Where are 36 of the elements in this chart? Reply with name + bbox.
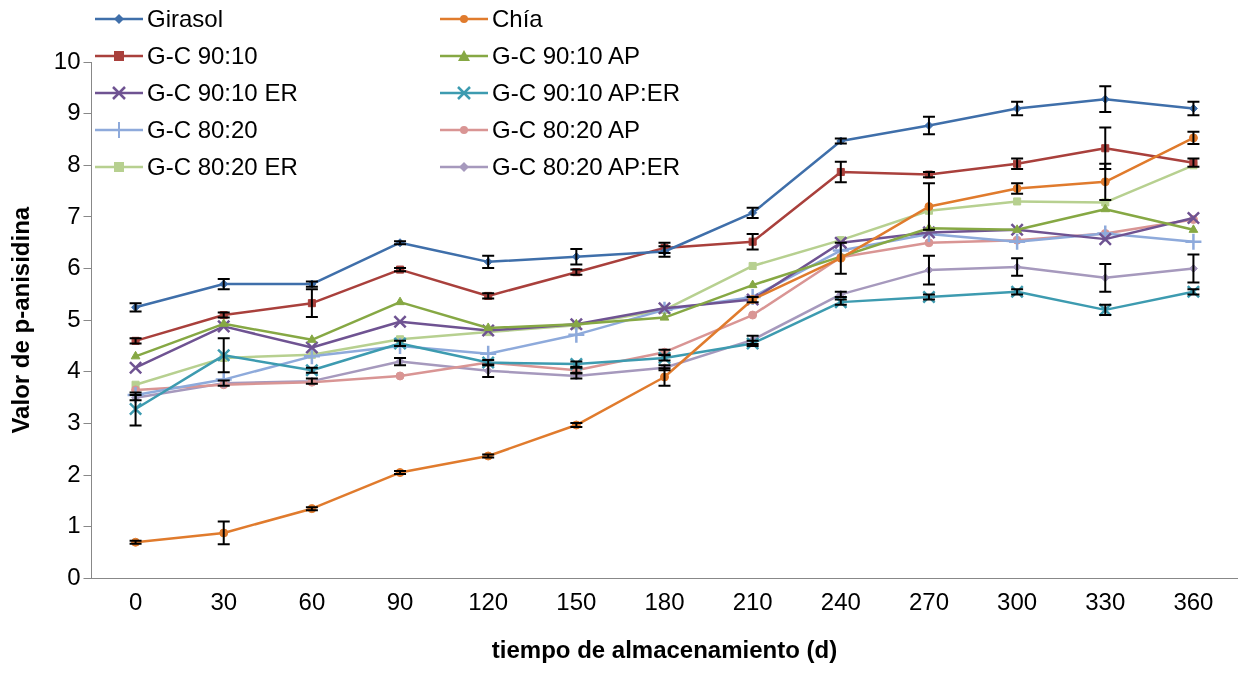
y-tick-label: 2	[67, 459, 81, 487]
x-tick-label: 150	[556, 588, 597, 616]
y-tick-label: 6	[67, 253, 81, 281]
x-tick-label: 60	[298, 588, 326, 616]
y-axis-title: Valor de p-anisidina	[7, 206, 35, 434]
legend-label: G-C 80:20 AP:ER	[492, 152, 681, 181]
y-tick-label: 8	[67, 149, 81, 177]
x-tick-label: 210	[732, 588, 773, 616]
x-tick-label: 90	[386, 588, 414, 616]
y-tick-label: 4	[67, 356, 81, 384]
y-tick-label: 7	[67, 201, 81, 229]
x-axis-title: tiempo de almacenamiento (d)	[491, 636, 838, 664]
y-tick-label: 10	[53, 46, 81, 74]
legend-label: G-C 90:10 ER	[147, 78, 298, 107]
y-tick-label: 3	[67, 408, 81, 436]
x-tick-label: 240	[820, 588, 861, 616]
legend-label: G-C 90:10	[147, 41, 258, 70]
x-tick-label: 180	[644, 588, 685, 616]
x-tick-label: 0	[128, 588, 143, 616]
x-tick-label: 300	[997, 588, 1038, 616]
x-tick-label: 30	[210, 588, 238, 616]
y-tick-label: 0	[67, 563, 81, 591]
x-tick-label: 120	[468, 588, 509, 616]
legend-label: Chía	[492, 4, 543, 33]
legend-label: G-C 80:20 ER	[147, 152, 298, 181]
legend-label: G-C 90:10 AP	[492, 41, 641, 70]
legend-label: G-C 90:10 AP:ER	[492, 78, 681, 107]
y-tick-label: 1	[67, 511, 81, 539]
y-tick-label: 5	[67, 304, 81, 332]
legend-label: G-C 80:20 AP	[492, 115, 641, 144]
x-tick-label: 330	[1085, 588, 1126, 616]
y-tick-label: 9	[67, 98, 81, 126]
legend-label: G-C 80:20	[147, 115, 258, 144]
x-tick-label: 360	[1173, 588, 1214, 616]
x-tick-label: 270	[908, 588, 949, 616]
legend-label: Girasol	[147, 4, 224, 33]
